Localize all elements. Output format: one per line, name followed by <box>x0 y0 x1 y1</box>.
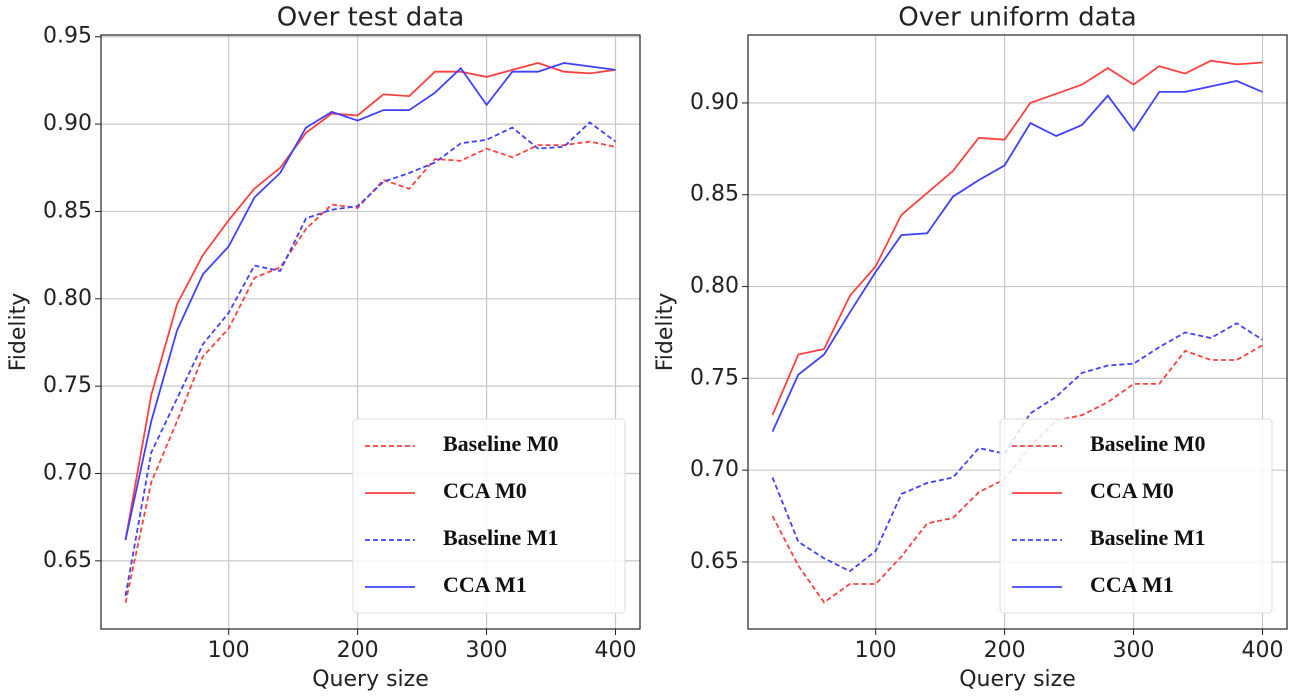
legend-box <box>352 418 626 614</box>
x-tick-label: 300 <box>1113 638 1155 663</box>
y-tick-label: 0.95 <box>43 24 92 49</box>
subplot: 0.65 0.70 0.75 0.80 0.85 0.90 100 200 300 400 Over… <box>653 3 1288 692</box>
y-tick-label: 0.80 <box>690 274 739 299</box>
data-line <box>124 62 616 541</box>
y-tick-label: 0.90 <box>43 111 92 136</box>
y-axis-label: Fidelity <box>6 293 31 372</box>
subplot: 0.65 0.70 0.75 0.80 0.85 0.90 0.95 100 200 300 400… <box>6 3 641 692</box>
y-tick-label: 0.75 <box>43 373 92 398</box>
legend-label: CCA M1 <box>443 572 527 597</box>
x-tick-label: 400 <box>595 638 637 663</box>
y-tick-label: 0.80 <box>43 286 92 311</box>
legend-label: Baseline M0 <box>1090 431 1206 456</box>
data-line <box>124 121 617 596</box>
y-tick-label: 0.90 <box>690 90 739 115</box>
legend: Baseline M0 CCA M0 Baseline M1 CCA M1 <box>352 418 626 614</box>
y-tick-label: 0.65 <box>43 548 92 573</box>
legend-label: Baseline M1 <box>443 525 559 550</box>
y-tick-label: 0.85 <box>690 182 739 207</box>
data-line <box>124 62 616 541</box>
x-tick-label: 300 <box>466 638 508 663</box>
x-tick-label: 100 <box>855 638 897 663</box>
legend-box <box>999 418 1273 614</box>
chart-title: Over test data <box>277 3 465 33</box>
data-line <box>771 344 1263 604</box>
y-tick-label: 0.75 <box>690 365 739 390</box>
y-axis-label: Fidelity <box>653 293 678 372</box>
x-tick-label: 200 <box>337 638 379 663</box>
plot-frame <box>747 34 1288 630</box>
legend-label: CCA M0 <box>1090 478 1174 503</box>
legend-label: Baseline M0 <box>443 431 559 456</box>
y-tick-label: 0.70 <box>690 457 739 482</box>
y-tick-label: 0.85 <box>43 198 92 223</box>
legend: Baseline M0 CCA M0 Baseline M1 CCA M1 <box>999 418 1273 614</box>
y-tick-label: 0.65 <box>690 549 739 574</box>
data-line <box>771 59 1263 416</box>
x-tick-label: 100 <box>208 638 250 663</box>
x-axis-label: Query size <box>312 667 429 692</box>
legend-label: Baseline M1 <box>1090 525 1206 550</box>
legend-label: CCA M0 <box>443 478 527 503</box>
x-tick-label: 200 <box>984 638 1026 663</box>
data-line <box>771 79 1263 432</box>
plot-frame <box>100 34 641 630</box>
chart-title: Over uniform data <box>898 3 1136 33</box>
x-axis-label: Query size <box>959 667 1076 692</box>
legend-label: CCA M1 <box>1090 572 1174 597</box>
y-tick-label: 0.70 <box>43 461 92 486</box>
x-tick-label: 400 <box>1242 638 1284 663</box>
